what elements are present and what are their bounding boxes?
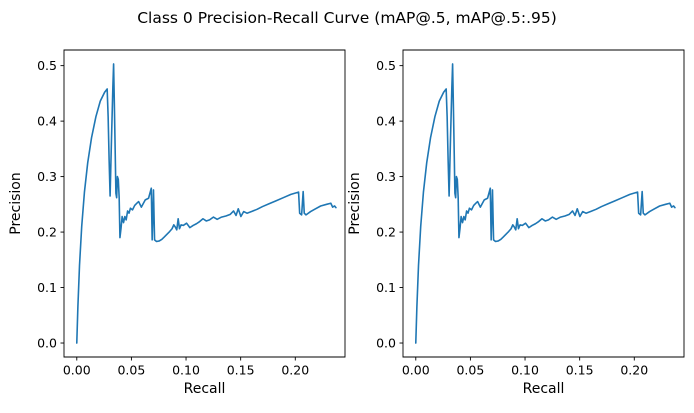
y-tick-label: 0.4 [37, 113, 57, 128]
y-tick-label: 0.0 [37, 335, 57, 350]
y-axis-label: Precision [8, 172, 24, 234]
x-axis-label: Recall [523, 381, 565, 397]
x-tick-label: 0.00 [402, 363, 430, 378]
x-tick-label: 0.10 [172, 363, 200, 378]
axes-spines [402, 49, 685, 358]
y-tick-label: 0.4 [376, 113, 396, 128]
x-tick-label: 0.20 [620, 363, 648, 378]
x-tick-label: 0.15 [566, 363, 594, 378]
y-tick-label: 0.2 [37, 224, 57, 239]
y-tick-label: 0.3 [376, 169, 396, 184]
y-tick-label: 0.0 [376, 335, 396, 350]
y-tick-label: 0.5 [376, 58, 396, 73]
y-tick-label: 0.3 [37, 169, 57, 184]
pr-curve-line [414, 63, 676, 344]
x-axis-label: Recall [184, 381, 226, 397]
figure-title: Class 0 Precision-Recall Curve (mAP@.5, … [137, 9, 557, 27]
x-tick-label: 0.05 [117, 363, 145, 378]
y-tick-label: 0.5 [37, 58, 57, 73]
y-tick-label: 0.2 [376, 224, 396, 239]
x-tick-label: 0.05 [456, 363, 484, 378]
y-tick-label: 0.1 [37, 280, 57, 295]
x-tick-label: 0.00 [63, 363, 91, 378]
pr-curve-line [75, 63, 337, 344]
x-tick-label: 0.20 [281, 363, 309, 378]
y-tick-label: 0.1 [376, 280, 396, 295]
x-tick-label: 0.10 [511, 363, 539, 378]
x-tick-label: 0.15 [227, 363, 255, 378]
y-axis-label: Precision [347, 172, 363, 234]
axes-spines [63, 49, 346, 358]
